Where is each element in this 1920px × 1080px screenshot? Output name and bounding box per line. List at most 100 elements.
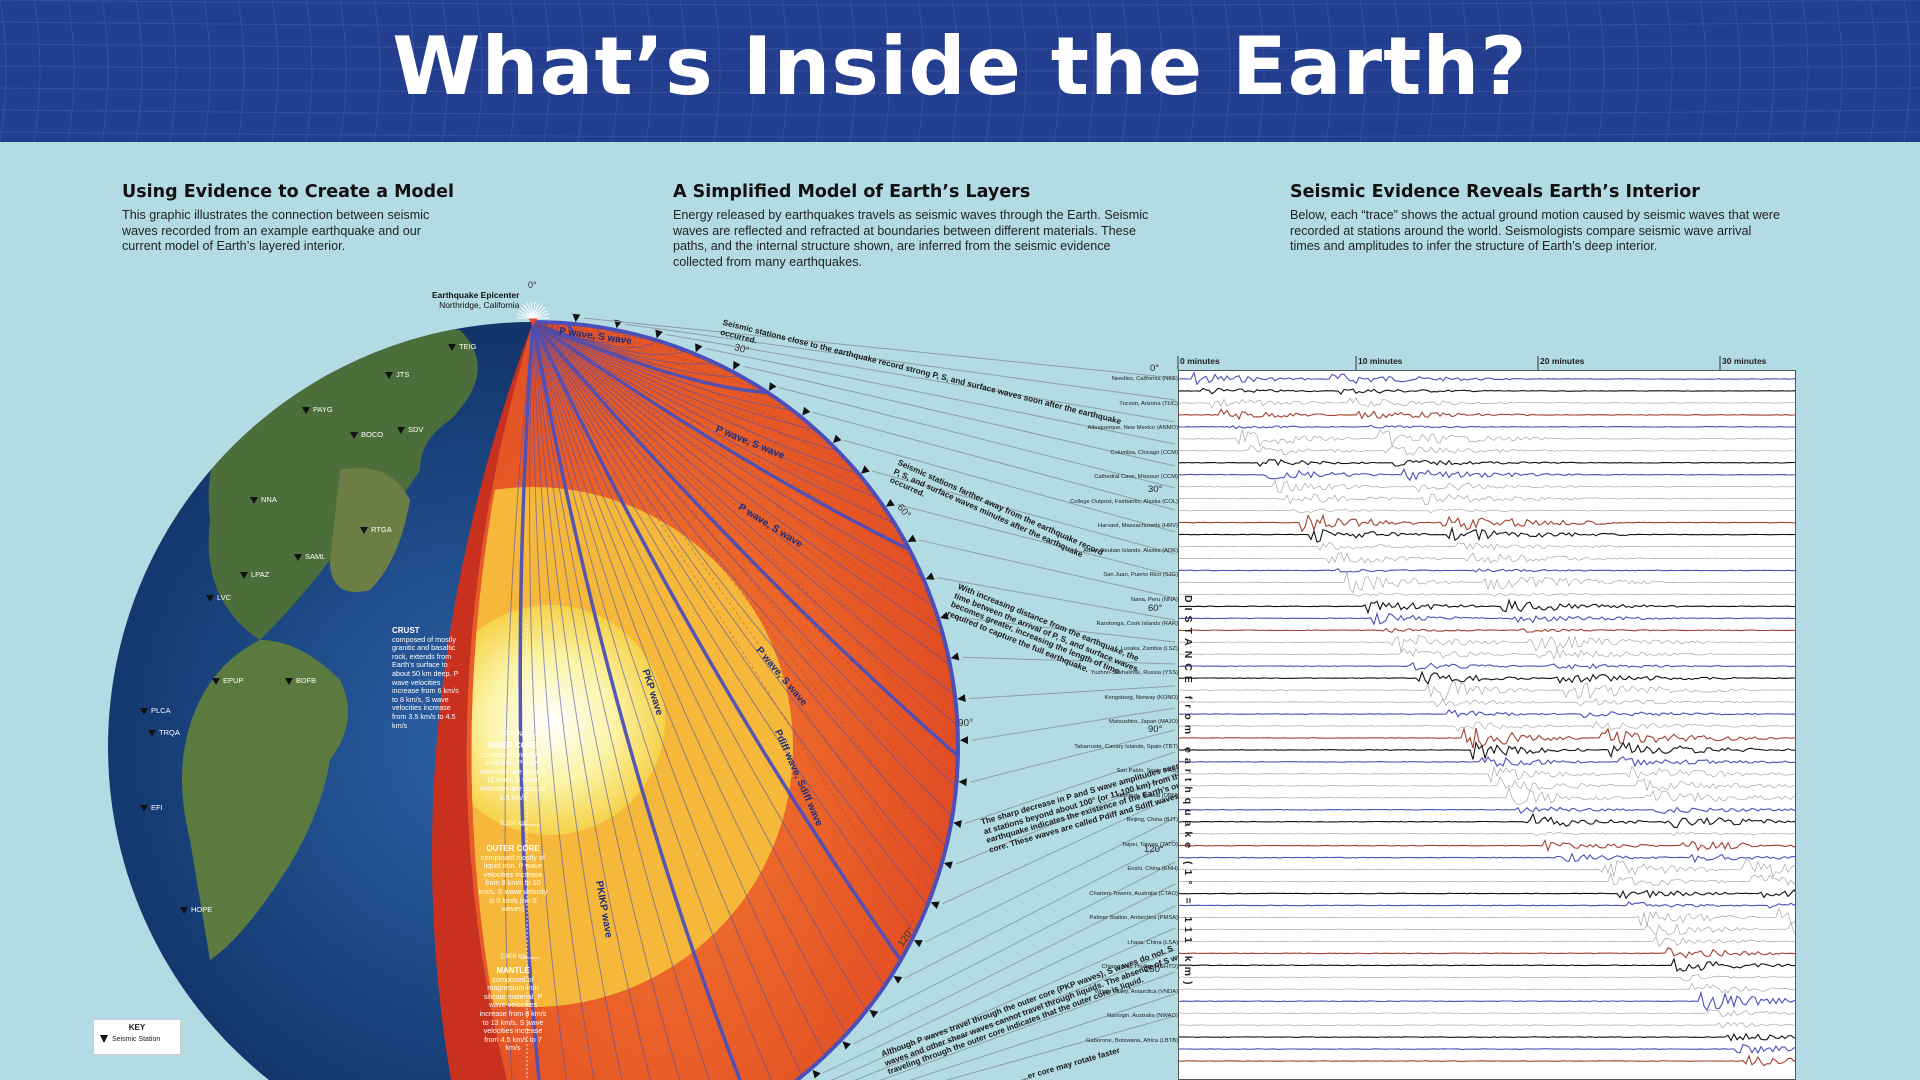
seismic-trace xyxy=(1179,907,1795,927)
seismic-station-icon xyxy=(768,382,777,392)
seismic-station-icon xyxy=(140,804,148,812)
seismic-trace xyxy=(1179,648,1795,660)
seismic-trace xyxy=(1179,635,1795,652)
seismic-trace xyxy=(1179,479,1795,494)
seismic-station-icon xyxy=(957,694,966,703)
ray-path xyxy=(532,321,916,934)
leader-line xyxy=(937,577,1176,621)
seismic-station-icon xyxy=(655,329,663,339)
seismic-trace xyxy=(1179,812,1795,829)
ray-path xyxy=(532,321,956,696)
ray-path xyxy=(532,321,939,877)
globe-station: NNA xyxy=(250,495,277,504)
seismic-trace xyxy=(1179,408,1795,421)
trace-station-label: San Juan, Puerto Rico (SJG) xyxy=(1103,572,1178,578)
crust-text: composed of mostly granitic and basaltic… xyxy=(392,634,459,730)
seismic-station-icon xyxy=(212,677,220,685)
seismic-station-icon xyxy=(100,1035,108,1043)
degree-mark: 90° xyxy=(958,718,974,729)
leader-line xyxy=(908,993,1176,1080)
seismic-station-icon xyxy=(385,371,393,379)
trace-station-label: Needles, California (NEE) xyxy=(1111,376,1178,382)
trace-station-label: Kongsberg, Norway (KONO) xyxy=(1104,694,1178,701)
seismic-trace xyxy=(1179,1043,1795,1055)
seismic-station-icon xyxy=(360,526,368,534)
ray-path xyxy=(532,321,826,1056)
leader-line xyxy=(854,949,1176,1080)
leader-line xyxy=(942,795,1176,905)
time-label: 30 minutes xyxy=(1722,356,1767,366)
leader-line xyxy=(897,503,1176,577)
seismic-trace xyxy=(1179,831,1795,837)
crust-label: CRUST composed of mostly granitic and ba… xyxy=(392,626,462,730)
intro-body: Energy released by earthquakes travels a… xyxy=(673,208,1149,269)
globe-station: SAML xyxy=(294,552,325,561)
globe-station-label: PAYG xyxy=(313,405,333,414)
seismic-trace xyxy=(1179,982,1795,994)
seismic-trace xyxy=(1179,371,1795,386)
globe-station: BDFB xyxy=(285,676,316,685)
leader-line xyxy=(843,439,1176,533)
seismic-trace xyxy=(1179,990,1795,1012)
inner-core-title: INNER CORE xyxy=(487,741,539,750)
seismic-trace xyxy=(1179,397,1795,409)
globe-station-label: LPAZ xyxy=(251,570,270,579)
globe-station: EFI xyxy=(140,803,163,812)
ray-path-s xyxy=(532,321,951,667)
globe-station: SDV xyxy=(397,425,423,434)
distance-label: 150° xyxy=(1144,964,1164,975)
seismic-trace xyxy=(1179,526,1795,543)
seismic-trace xyxy=(1179,936,1795,948)
seismic-station-icon xyxy=(448,343,456,351)
leader-lines xyxy=(583,317,1176,1080)
ray-path xyxy=(532,321,885,987)
distance-label: 0° xyxy=(1150,363,1160,374)
trace-station-label: Chiang Mai, Thailand (CHTO) xyxy=(1101,964,1178,970)
seismic-station-icon xyxy=(812,1069,821,1079)
page-title: What’s Inside the Earth? xyxy=(392,20,1528,113)
globe-station-label: BDFB xyxy=(296,676,317,685)
ray-path xyxy=(532,321,953,818)
crust-edge xyxy=(432,322,533,1080)
leader-line xyxy=(778,387,1176,489)
ray-path-s xyxy=(532,321,914,559)
ray-path xyxy=(532,321,958,726)
ray-path xyxy=(532,321,867,1011)
seismic-station-icon xyxy=(832,434,842,444)
seismic-trace xyxy=(1179,493,1795,506)
seismic-station-icon xyxy=(869,1009,879,1018)
seismic-trace xyxy=(1179,726,1795,749)
seismic-trace xyxy=(1179,424,1795,430)
seismic-trace xyxy=(1179,387,1795,395)
leader-line xyxy=(880,861,1176,1013)
trace-station-label: Nana, Peru (NNA) xyxy=(1130,596,1178,603)
ray-path-s xyxy=(532,321,959,743)
ray-path xyxy=(532,321,957,787)
trace-station-label: Lusaka, Zambia (LSZ) xyxy=(1120,645,1178,652)
trace-station-label: Tabarruste, Canary Islands, Spain (TBT) xyxy=(1074,743,1178,750)
seismic-trace xyxy=(1179,468,1795,482)
seismic-trace xyxy=(1179,765,1795,784)
trace-station-label: Gaborone, Botswana, Africa (LBTB) xyxy=(1085,1037,1178,1044)
leader-line xyxy=(665,334,1176,423)
seismic-trace xyxy=(1179,1008,1795,1017)
ray-path-s xyxy=(532,321,850,464)
globe-station: LPAZ xyxy=(240,570,269,579)
seismic-trace xyxy=(1179,661,1795,671)
leader-line xyxy=(962,656,1176,665)
distance-label: 60° xyxy=(1148,603,1163,614)
seismic-station-icon xyxy=(148,729,156,737)
seismic-station-icon xyxy=(861,465,870,474)
trace-station-label: Matsushiro, Japan (MAJO) xyxy=(1109,719,1178,725)
trace-station-label: Cathedral Cave, Missouri (CCM) xyxy=(1094,474,1178,480)
leader-line xyxy=(904,839,1176,979)
trace-station-label: Taipei, Taiwan (TATO) xyxy=(1121,841,1178,848)
ray-path xyxy=(531,320,960,758)
leader-line xyxy=(925,817,1176,943)
seismic-trace xyxy=(1179,974,1795,981)
seismic-station-icon xyxy=(302,406,310,414)
inner-core-label: INNER CORE composed mostly of solid iron… xyxy=(478,741,548,802)
ray-path-s xyxy=(532,321,823,437)
trace-station-label: Obninsk, Russia (OBN) xyxy=(1117,792,1178,799)
leader-line xyxy=(705,348,1176,445)
